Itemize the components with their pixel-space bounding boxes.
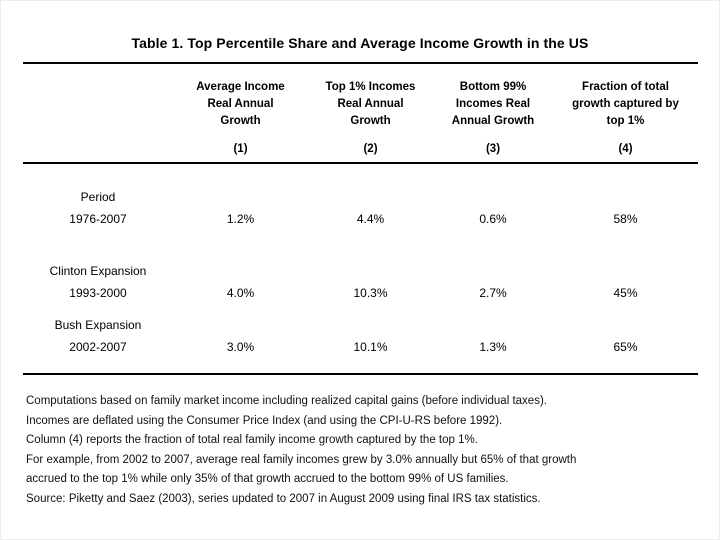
row-label-period: Period — [80, 190, 116, 204]
table-row: 1993-2000 4.0% 10.3% 2.7% 45% — [23, 282, 698, 304]
cell-value: 65% — [613, 340, 638, 354]
column-number-4: (4) — [618, 143, 633, 155]
cell-value: 2.7% — [479, 286, 507, 300]
table-row: Bush Expansion — [23, 314, 698, 336]
table-row: Clinton Expansion — [23, 260, 698, 282]
footnote-line: Source: Piketty and Saez (2003), series … — [26, 492, 541, 505]
header-rule — [23, 162, 698, 164]
income-growth-table: Average Income Real Annual Growth Top 1%… — [23, 62, 698, 375]
cell-value: 4.0% — [226, 286, 255, 300]
row-period-1993-2000: 1993-2000 — [69, 286, 127, 300]
colnum-spacer — [23, 142, 173, 162]
footnote-line: Column (4) reports the fraction of total… — [26, 434, 478, 446]
row-period-1976-2007: 1976-2007 — [69, 212, 127, 226]
column-header-3: Bottom 99% Incomes Real Annual Growth — [451, 81, 535, 127]
footnotes-block: Computations based on family market inco… — [26, 392, 719, 509]
column-header-1: Average Income Real Annual Growth — [196, 81, 285, 127]
table-row: 1976-2007 1.2% 4.4% 0.6% 58% — [23, 208, 698, 230]
row-period-2002-2007: 2002-2007 — [69, 340, 127, 354]
table-row: Period — [23, 186, 698, 208]
cell-value: 10.3% — [353, 286, 388, 300]
table-title: Table 1. Top Percentile Share and Averag… — [131, 35, 589, 51]
cell-value: 1.2% — [226, 212, 255, 226]
footnote-line: For example, from 2002 to 2007, average … — [26, 453, 577, 466]
cell-value: 1.3% — [479, 340, 507, 354]
column-header-4: Fraction of total growth captured by top… — [572, 81, 679, 127]
column-number-2: (2) — [363, 143, 378, 155]
cell-value: 0.6% — [479, 212, 507, 226]
cell-value: 3.0% — [226, 340, 255, 354]
footnote-line: accrued to the top 1% while only 35% of … — [26, 473, 509, 485]
row-label-clinton-expansion: Clinton Expansion — [49, 264, 147, 278]
table-bottom-rule — [23, 373, 698, 375]
column-header-2: Top 1% Incomes Real Annual Growth — [325, 81, 416, 127]
row-label-bush-expansion: Bush Expansion — [54, 318, 142, 332]
cell-value: 45% — [613, 286, 638, 300]
table-top-rule — [23, 62, 698, 64]
column-number-3: (3) — [485, 143, 501, 155]
footnote-line: Incomes are deflated using the Consumer … — [26, 414, 503, 427]
column-number-row: (1) (2) (3) (4) — [23, 130, 698, 162]
table-header-row: Average Income Real Annual Growth Top 1%… — [23, 64, 698, 130]
table-row: 2002-2007 3.0% 10.1% 1.3% 65% — [23, 336, 698, 358]
cell-value: 10.1% — [353, 340, 388, 354]
column-number-1: (1) — [233, 143, 248, 155]
footnote-line: Computations based on family market inco… — [26, 395, 547, 407]
cell-value: 4.4% — [356, 212, 385, 226]
cell-value: 58% — [613, 212, 638, 226]
header-spacer — [23, 115, 173, 130]
